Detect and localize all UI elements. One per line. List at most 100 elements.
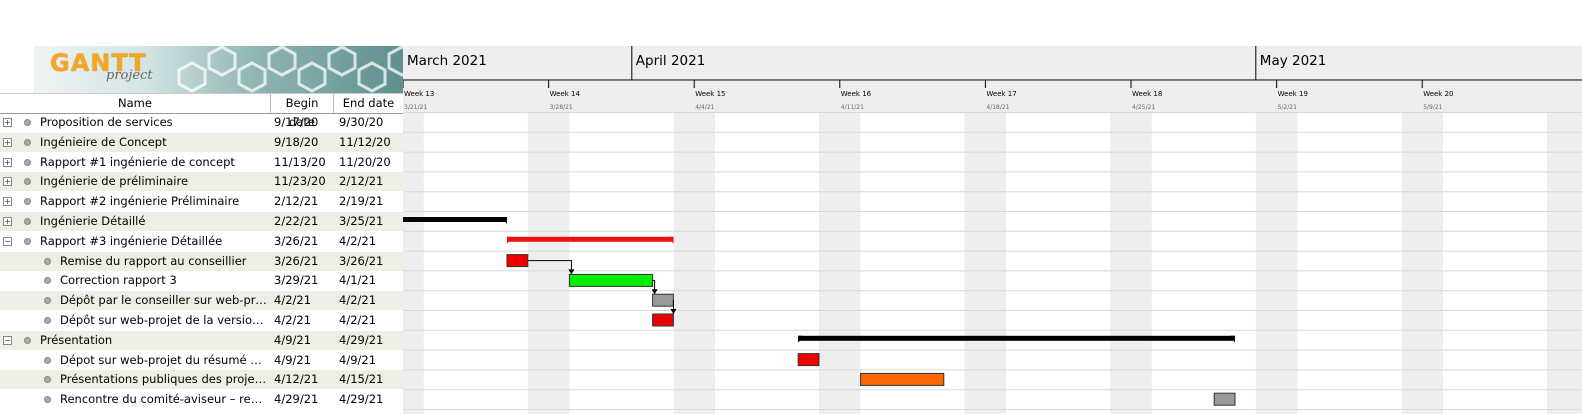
- task-bullet-icon: [24, 158, 31, 166]
- weekend-shade: [403, 113, 424, 414]
- gantt-chart: March 2021 April 2021 May 2021 Week 13 3/21/…: [403, 46, 1582, 414]
- task-end-date[interactable]: 3/26/21: [339, 253, 384, 268]
- task-begin-date[interactable]: 3/26/21: [274, 253, 319, 268]
- week-label: Week 19: [1277, 90, 1308, 98]
- task-begin-date[interactable]: 4/2/21: [274, 293, 312, 308]
- task-bullet-icon: [24, 218, 31, 225]
- task-bar: [652, 313, 674, 327]
- table-row[interactable]: + Proposition de services 9/17/20 9/30/20: [0, 113, 403, 133]
- task-name[interactable]: Ingénierie de préliminaire: [40, 174, 189, 189]
- task-begin-date[interactable]: 4/9/21: [274, 332, 312, 347]
- task-end-date[interactable]: 11/12/20: [339, 134, 391, 149]
- week-date-label: 5/2/21: [1277, 104, 1297, 111]
- task-bar: [568, 273, 654, 287]
- task-name[interactable]: Dépôt sur web-projet de la version cor..…: [60, 313, 268, 327]
- task-bullet-icon: [24, 178, 31, 186]
- task-name[interactable]: Rapport #2 ingénierie Préliminaire: [40, 194, 240, 209]
- table-header: Name Begin date End date: [0, 93, 403, 129]
- column-header-name[interactable]: Name: [0, 94, 271, 113]
- table-row[interactable]: Dépôt sur web-projet de la version cor..…: [0, 311, 403, 331]
- table-row[interactable]: + Rapport #1 ingénierie de concept 11/13/2…: [0, 153, 403, 173]
- task-name[interactable]: Présentation: [40, 332, 113, 347]
- summary-bar-start-cap: [507, 236, 512, 244]
- logo-subtitle: project: [106, 68, 153, 83]
- task-name[interactable]: Remise du rapport au conseillier: [60, 253, 247, 268]
- weekend-shade: [527, 113, 570, 414]
- task-end-date[interactable]: 4/2/21: [339, 233, 377, 248]
- expand-icon[interactable]: +: [3, 157, 12, 167]
- month-label: May 2021: [1259, 53, 1327, 69]
- task-name[interactable]: Dépôt par le conseiller sur web-projet .…: [60, 293, 268, 308]
- app-logo: GANTT project: [34, 46, 403, 93]
- task-begin-date[interactable]: 9/18/20: [274, 134, 319, 149]
- task-name[interactable]: Présentations publiques des projets de..…: [60, 372, 268, 387]
- task-end-date[interactable]: 4/15/21: [339, 372, 384, 387]
- task-begin-date[interactable]: 2/22/21: [274, 214, 319, 228]
- task-end-date[interactable]: 4/29/21: [339, 392, 384, 407]
- expand-icon[interactable]: +: [3, 197, 12, 207]
- expand-icon[interactable]: +: [3, 118, 12, 127]
- week-date-label: 3/21/21: [404, 104, 428, 111]
- task-name[interactable]: Proposition de services: [40, 115, 173, 129]
- column-header-end-date[interactable]: End date: [342, 96, 395, 110]
- task-name[interactable]: Rencontre du comité-aviseur – revue d...: [60, 392, 268, 407]
- task-end-date[interactable]: 4/2/21: [339, 293, 377, 308]
- task-end-date[interactable]: 4/2/21: [339, 313, 377, 327]
- collapse-icon[interactable]: −: [3, 236, 12, 246]
- task-name[interactable]: Rapport #3 ingénierie Détaillée: [40, 233, 223, 248]
- task-name[interactable]: Rapport #1 ingénierie de concept: [40, 154, 235, 169]
- task-begin-date[interactable]: 4/12/21: [274, 372, 319, 387]
- task-name[interactable]: Ingénierie Détaillé: [40, 214, 146, 228]
- task-end-date[interactable]: 2/19/21: [339, 194, 384, 209]
- summary-bar-end-cap: [1230, 335, 1235, 343]
- week-label: Week 17: [986, 90, 1017, 98]
- task-end-date[interactable]: 4/1/21: [339, 273, 377, 288]
- task-end-date[interactable]: 2/12/21: [339, 174, 384, 189]
- task-end-date[interactable]: 3/25/21: [339, 214, 384, 228]
- task-end-date[interactable]: 11/20/20: [339, 154, 391, 169]
- table-row[interactable]: Dépot sur web-projet du résumé de pr... 4…: [0, 351, 403, 371]
- table-row[interactable]: − Présentation 4/9/21 4/29/21: [0, 330, 403, 351]
- task-begin-date[interactable]: 4/9/21: [274, 352, 312, 367]
- table-row[interactable]: + Ingénieire de Concept 9/18/20 11/12/20: [0, 132, 403, 153]
- task-end-date[interactable]: 9/30/20: [339, 115, 384, 129]
- gantt-canvas: [403, 46, 1582, 414]
- expand-icon[interactable]: +: [3, 177, 12, 187]
- expand-icon[interactable]: +: [3, 137, 12, 147]
- weekend-shade: [673, 113, 715, 414]
- table-row[interactable]: Présentations publiques des projets de..…: [0, 370, 403, 391]
- task-begin-date[interactable]: 11/23/20: [274, 174, 326, 189]
- task-bullet-icon: [44, 356, 51, 364]
- collapse-icon[interactable]: −: [3, 335, 12, 345]
- task-end-date[interactable]: 4/9/21: [339, 352, 377, 367]
- task-end-date[interactable]: 4/29/21: [339, 332, 384, 347]
- table-row[interactable]: Rencontre du comité-aviseur – revue d...…: [0, 390, 403, 411]
- table-row[interactable]: Correction rapport 3 3/29/21 4/1/21: [0, 271, 403, 292]
- table-row[interactable]: − Rapport #3 ingénierie Détaillée 3/26/21 4…: [0, 232, 403, 252]
- task-begin-date[interactable]: 4/29/21: [274, 392, 319, 407]
- task-begin-date[interactable]: 11/13/20: [274, 154, 326, 169]
- table-row[interactable]: + Ingénierie de préliminaire 11/23/20 2/12/…: [0, 172, 403, 193]
- task-bar: [506, 254, 529, 268]
- task-begin-date[interactable]: 4/2/21: [274, 313, 312, 327]
- task-name[interactable]: Dépot sur web-projet du résumé de pr...: [60, 352, 268, 367]
- table-row[interactable]: + Ingénierie Détaillé 2/22/21 3/25/21: [0, 212, 403, 232]
- table-row[interactable]: + Rapport #2 ingénierie Préliminaire 2/12/…: [0, 192, 403, 213]
- task-begin-date[interactable]: 3/29/21: [274, 273, 319, 288]
- table-row[interactable]: Remise du rapport au conseillier 3/26/21 3…: [0, 251, 403, 272]
- task-begin-date[interactable]: 2/12/21: [274, 194, 319, 209]
- task-name[interactable]: Correction rapport 3: [60, 273, 177, 288]
- task-bullet-icon: [24, 138, 31, 146]
- week-label: Week 16: [840, 90, 872, 98]
- expand-icon[interactable]: +: [3, 217, 12, 226]
- dependency-arrowhead: [670, 309, 677, 314]
- task-begin-date[interactable]: 3/26/21: [274, 233, 319, 248]
- month-label: March 2021: [407, 53, 487, 69]
- task-bar: [860, 372, 945, 386]
- summary-bar: [403, 217, 507, 222]
- column-header-begin-date[interactable]: Begin date: [271, 94, 334, 129]
- summary-bar-start-cap: [798, 335, 804, 343]
- table-row[interactable]: Dépôt par le conseiller sur web-projet .…: [0, 291, 403, 312]
- task-name[interactable]: Ingénieire de Concept: [40, 134, 167, 149]
- task-begin-date[interactable]: 9/17/20: [274, 115, 319, 129]
